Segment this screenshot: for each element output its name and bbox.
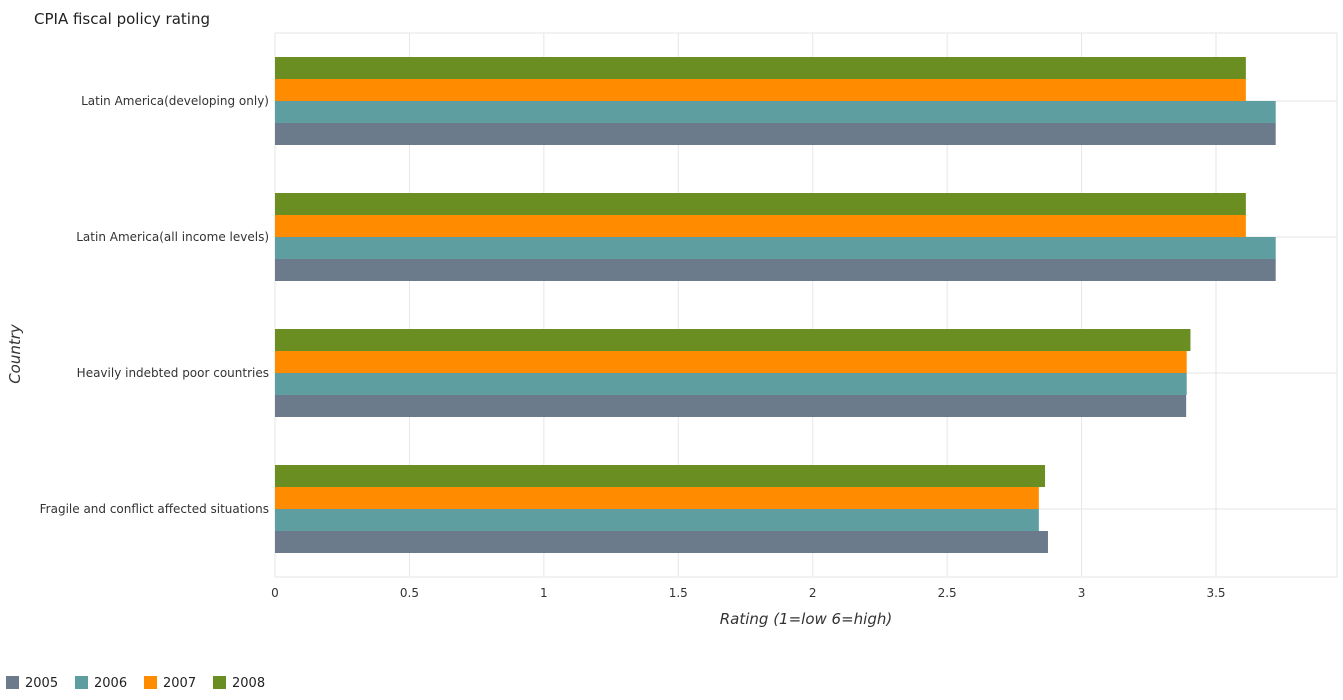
legend-label: 2005 (25, 676, 58, 691)
bar-2006 (275, 373, 1187, 395)
bar-2008 (275, 57, 1246, 79)
chart-title: CPIA fiscal policy rating (34, 10, 210, 28)
bar-2007 (275, 215, 1246, 237)
bar-2008 (275, 465, 1046, 487)
y-tick-labels: Fragile and conflict affected situations… (40, 94, 269, 516)
legend-label: 2008 (232, 676, 265, 691)
bars (275, 57, 1276, 553)
x-tick-label: 3 (1078, 586, 1086, 600)
legend-swatch (144, 676, 157, 689)
y-tick-label: Latin America(all income levels) (76, 230, 269, 244)
bar-2006 (275, 101, 1276, 123)
bar-2005 (275, 395, 1187, 417)
x-tick-label: 1.5 (669, 586, 688, 600)
x-tick-label: 0.5 (400, 586, 419, 600)
x-axis-label: Rating (1=low 6=high) (720, 610, 892, 628)
y-tick-label: Fragile and conflict affected situations (40, 502, 269, 516)
x-tick-label: 1 (540, 586, 548, 600)
x-tick-labels: 0 0.5 1 1.5 2 2.5 3 3.5 (271, 586, 1225, 600)
bar-2007 (275, 351, 1187, 373)
bar-2008 (275, 193, 1246, 215)
x-tick-label: 0 (271, 586, 279, 600)
x-tick-label: 3.5 (1206, 586, 1225, 600)
legend-label: 2006 (94, 676, 127, 691)
legend-swatch (75, 676, 88, 689)
y-axis-label: Country (6, 323, 24, 384)
bar-2006 (275, 509, 1039, 531)
bar-2005 (275, 259, 1276, 281)
bar-2008 (275, 329, 1191, 351)
bar-2005 (275, 123, 1276, 145)
y-tick-label: Heavily indebted poor countries (77, 366, 269, 380)
legend-label: 2007 (163, 676, 196, 691)
x-tick-label: 2.5 (938, 586, 957, 600)
bar-2006 (275, 237, 1276, 259)
bar-2005 (275, 531, 1048, 553)
legend-swatch (213, 676, 226, 689)
legend: 2005 2006 2007 2008 (6, 676, 265, 691)
bar-2007 (275, 79, 1246, 101)
y-tick-label: Latin America(developing only) (81, 94, 269, 108)
bar-2007 (275, 487, 1039, 509)
legend-swatch (6, 676, 19, 689)
x-tick-label: 2 (809, 586, 817, 600)
